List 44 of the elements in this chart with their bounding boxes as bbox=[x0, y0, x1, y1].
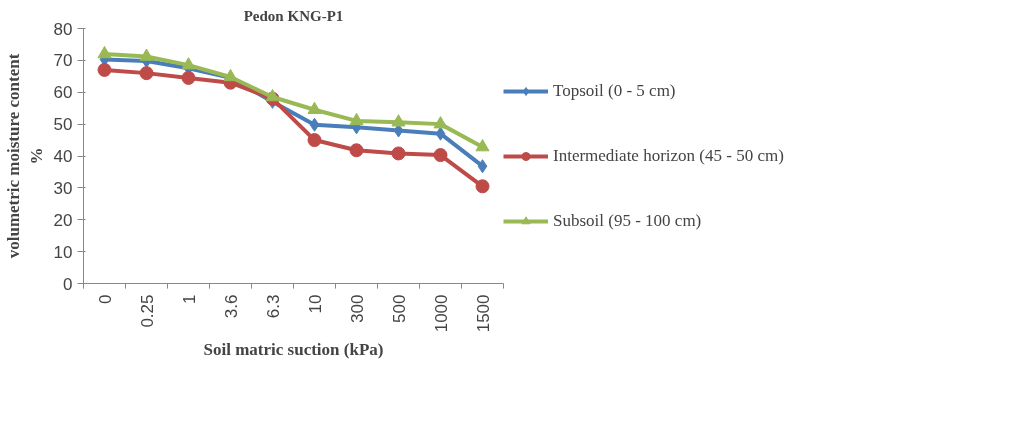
point bbox=[309, 117, 320, 132]
point bbox=[181, 70, 196, 85]
y-tick-label: 40 bbox=[53, 147, 73, 166]
y-tick-label: 30 bbox=[53, 178, 73, 198]
point bbox=[391, 146, 406, 161]
y-axis-title: volumetric moisture content % bbox=[3, 53, 46, 259]
point bbox=[475, 139, 490, 152]
point bbox=[139, 48, 154, 61]
x-tick-label: 500 bbox=[389, 294, 409, 323]
point bbox=[307, 133, 322, 148]
point bbox=[139, 66, 154, 81]
point bbox=[181, 57, 196, 70]
x-tick-label: 1 bbox=[179, 294, 199, 304]
x-tick-label: 10 bbox=[305, 294, 325, 314]
point bbox=[433, 116, 448, 129]
y-tick-label: 60 bbox=[53, 83, 73, 103]
y-tick-label: 80 bbox=[53, 19, 73, 39]
x-tick-label: 0 bbox=[95, 294, 115, 304]
point bbox=[97, 62, 112, 77]
point bbox=[265, 89, 280, 102]
y-tick-label: 20 bbox=[53, 210, 73, 230]
point bbox=[349, 112, 364, 126]
point bbox=[349, 143, 364, 158]
point bbox=[435, 126, 446, 141]
x-tick-label: 6.3 bbox=[263, 294, 283, 319]
y-tick-label: 70 bbox=[53, 51, 73, 71]
x-tick-label: 3.6 bbox=[221, 294, 241, 319]
x-tick-label: 0.25 bbox=[137, 294, 157, 328]
legend-label: Subsoil (95 - 100 cm) bbox=[553, 210, 702, 231]
point bbox=[477, 159, 488, 174]
point bbox=[97, 45, 112, 59]
x-tick-label: 1500 bbox=[473, 294, 493, 333]
chart-title: Pedon KNG-P1 bbox=[243, 7, 344, 24]
point bbox=[307, 101, 322, 115]
x-tick-label: 1000 bbox=[431, 294, 451, 333]
x-tick-label: 300 bbox=[347, 294, 367, 323]
y-tick-label: 50 bbox=[53, 115, 73, 135]
x-axis-title: Soil matric suction (kPa) bbox=[203, 340, 384, 360]
legend-label: Topsoil (0 - 5 cm) bbox=[553, 80, 676, 101]
point bbox=[391, 114, 406, 127]
y-tick-label: 10 bbox=[53, 242, 73, 262]
legend-label: Intermediate horizon (45 - 50 cm) bbox=[553, 145, 784, 166]
point bbox=[475, 179, 490, 194]
point bbox=[433, 148, 448, 163]
